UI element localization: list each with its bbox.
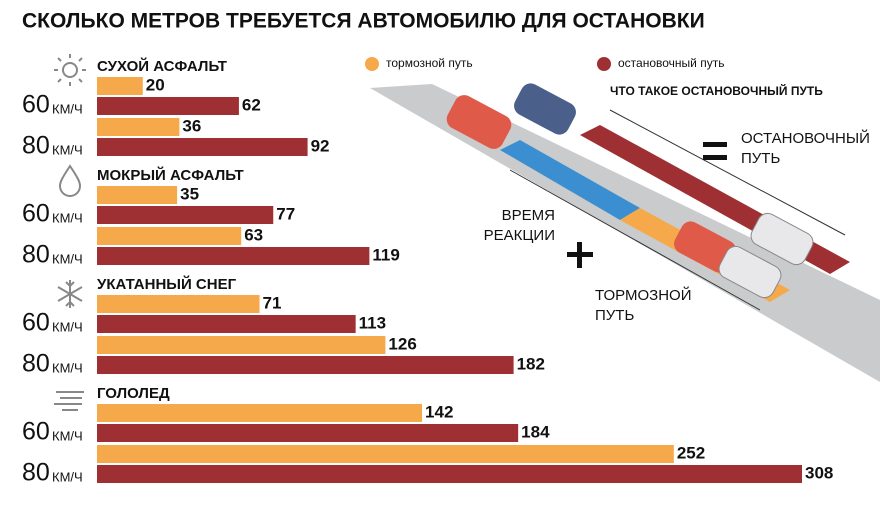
- car: [718, 245, 782, 299]
- value-label: 20: [146, 75, 165, 94]
- value-label: 119: [372, 245, 399, 264]
- bar: [97, 465, 802, 483]
- car: [674, 221, 736, 273]
- unit-label: КМ/Ч: [52, 101, 83, 116]
- speed-label: 80: [22, 132, 50, 160]
- unit-label: КМ/Ч: [52, 251, 83, 266]
- bar: [97, 295, 260, 313]
- bar: [97, 336, 386, 354]
- annotation: ТОРМОЗНОЙ: [595, 286, 692, 304]
- value-label: 126: [388, 334, 416, 353]
- unit-label: КМ/Ч: [52, 142, 83, 157]
- car: [514, 83, 576, 135]
- value-label: 252: [677, 443, 705, 462]
- bar: [97, 356, 514, 374]
- bar: [97, 445, 674, 463]
- annotation: ОСТАНОВОЧНЫЙ: [741, 129, 870, 147]
- value-label: 92: [311, 136, 330, 155]
- bar: [97, 97, 239, 115]
- bar: [97, 247, 370, 265]
- group-label: УКАТАННЫЙ СНЕГ: [97, 275, 237, 293]
- value-label: 63: [244, 225, 263, 244]
- value-label: 35: [180, 184, 199, 203]
- bar: [97, 138, 308, 156]
- value-label: 182: [517, 354, 545, 373]
- drop-icon: [58, 164, 82, 197]
- chart-title: СКОЛЬКО МЕТРОВ ТРЕБУЕТСЯ АВТОМОБИЛЮ ДЛЯ …: [22, 10, 705, 33]
- speed-label: 60: [22, 200, 50, 228]
- legend-swatch: [597, 57, 611, 71]
- value-label: 184: [521, 422, 550, 441]
- value-label: 77: [276, 204, 295, 223]
- reaction-strip: [500, 140, 640, 220]
- unit-label: КМ/Ч: [52, 210, 83, 225]
- bar: [97, 206, 274, 224]
- bar: [97, 424, 519, 442]
- unit-label: КМ/Ч: [52, 469, 83, 484]
- value-label: 36: [182, 116, 201, 135]
- unit-label: КМ/Ч: [52, 319, 83, 334]
- annotation: РЕАКЦИИ: [484, 227, 555, 244]
- annotation: ВРЕМЯ: [502, 207, 555, 224]
- road: [370, 84, 880, 382]
- diagram-title: ЧТО ТАКОЕ ОСТАНОВОЧНЫЙ ПУТЬ: [610, 83, 823, 98]
- bar: [97, 404, 423, 422]
- condition-icons: [54, 54, 86, 411]
- bar: [97, 77, 143, 95]
- car: [750, 212, 814, 266]
- equals-sign: [703, 142, 727, 147]
- speed-label: 80: [22, 241, 50, 269]
- road-illustration: [370, 83, 880, 382]
- plus-sign: [577, 242, 582, 268]
- car: [446, 95, 512, 149]
- equals-sign: [703, 155, 727, 160]
- speed-label: 60: [22, 309, 50, 337]
- value-label: 62: [242, 95, 261, 114]
- snow-icon: [57, 280, 83, 308]
- annotation: ПУТЬ: [595, 307, 634, 324]
- value-label: 308: [805, 463, 833, 482]
- legend-label: остановочный путь: [618, 56, 724, 70]
- group-label: СУХОЙ АСФАЛЬТ: [97, 57, 227, 75]
- unit-label: КМ/Ч: [52, 428, 83, 443]
- bar: [97, 227, 242, 245]
- annotation: ПУТЬ: [741, 150, 780, 167]
- legend-label: тормозной путь: [386, 56, 473, 70]
- legend-swatch: [365, 57, 379, 71]
- value-label: 113: [359, 313, 386, 332]
- measure-line: [609, 109, 846, 236]
- bar: [97, 315, 356, 333]
- speed-label: 60: [22, 91, 50, 119]
- speed-label: 80: [22, 459, 50, 487]
- sun-icon: [54, 54, 86, 86]
- speed-label: 60: [22, 418, 50, 446]
- bar: [97, 118, 180, 136]
- ice-icon: [54, 391, 84, 411]
- group-label: МОКРЫЙ АСФАЛЬТ: [97, 166, 244, 184]
- speed-label: 80: [22, 350, 50, 378]
- unit-label: КМ/Ч: [52, 360, 83, 375]
- sun-icon: [62, 62, 78, 78]
- group-label: ГОЛОЛЕД: [97, 385, 170, 402]
- value-label: 71: [263, 293, 282, 312]
- bar: [97, 186, 178, 204]
- value-label: 142: [425, 402, 453, 421]
- measure-line: [509, 169, 761, 311]
